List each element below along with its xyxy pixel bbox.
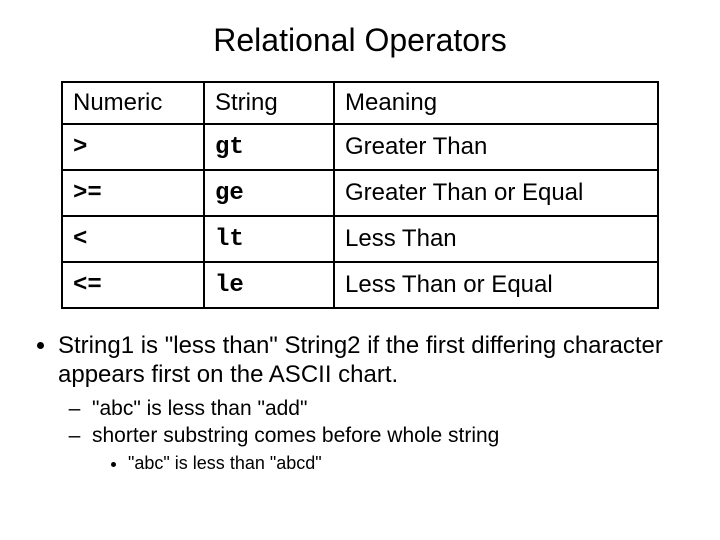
bullet-list-lvl1: String1 is "less than" String2 if the fi… bbox=[36, 331, 692, 475]
col-header-string: String bbox=[204, 82, 334, 124]
bullet-list-lvl3: "abc" is less than "abcd" bbox=[104, 453, 692, 475]
cell-string: lt bbox=[204, 216, 334, 262]
cell-string: le bbox=[204, 262, 334, 308]
bullet-lvl3: "abc" is less than "abcd" bbox=[128, 453, 692, 475]
table-header-row: Numeric String Meaning bbox=[62, 82, 658, 124]
bullet-lvl2-text: shorter substring comes before whole str… bbox=[92, 424, 499, 447]
cell-string: gt bbox=[204, 124, 334, 170]
operators-table: Numeric String Meaning > gt Greater Than… bbox=[61, 81, 659, 309]
cell-meaning: Greater Than bbox=[334, 124, 658, 170]
cell-meaning: Less Than or Equal bbox=[334, 262, 658, 308]
cell-numeric: >= bbox=[62, 170, 204, 216]
bullet-lvl2: shorter substring comes before whole str… bbox=[92, 423, 692, 475]
slide-title: Relational Operators bbox=[28, 22, 692, 59]
cell-string: ge bbox=[204, 170, 334, 216]
bullet-lvl2: "abc" is less than "add" bbox=[92, 396, 692, 422]
table-row: >= ge Greater Than or Equal bbox=[62, 170, 658, 216]
cell-meaning: Greater Than or Equal bbox=[334, 170, 658, 216]
bullet-lvl1-text: String1 is "less than" String2 if the fi… bbox=[58, 332, 663, 388]
table-row: <= le Less Than or Equal bbox=[62, 262, 658, 308]
bullet-lvl1: String1 is "less than" String2 if the fi… bbox=[58, 331, 692, 475]
bullet-list-lvl2: "abc" is less than "add" shorter substri… bbox=[68, 396, 692, 475]
cell-numeric: <= bbox=[62, 262, 204, 308]
slide: Relational Operators Numeric String Mean… bbox=[0, 0, 720, 540]
table-row: < lt Less Than bbox=[62, 216, 658, 262]
cell-numeric: > bbox=[62, 124, 204, 170]
cell-numeric: < bbox=[62, 216, 204, 262]
col-header-numeric: Numeric bbox=[62, 82, 204, 124]
cell-meaning: Less Than bbox=[334, 216, 658, 262]
table-row: > gt Greater Than bbox=[62, 124, 658, 170]
col-header-meaning: Meaning bbox=[334, 82, 658, 124]
